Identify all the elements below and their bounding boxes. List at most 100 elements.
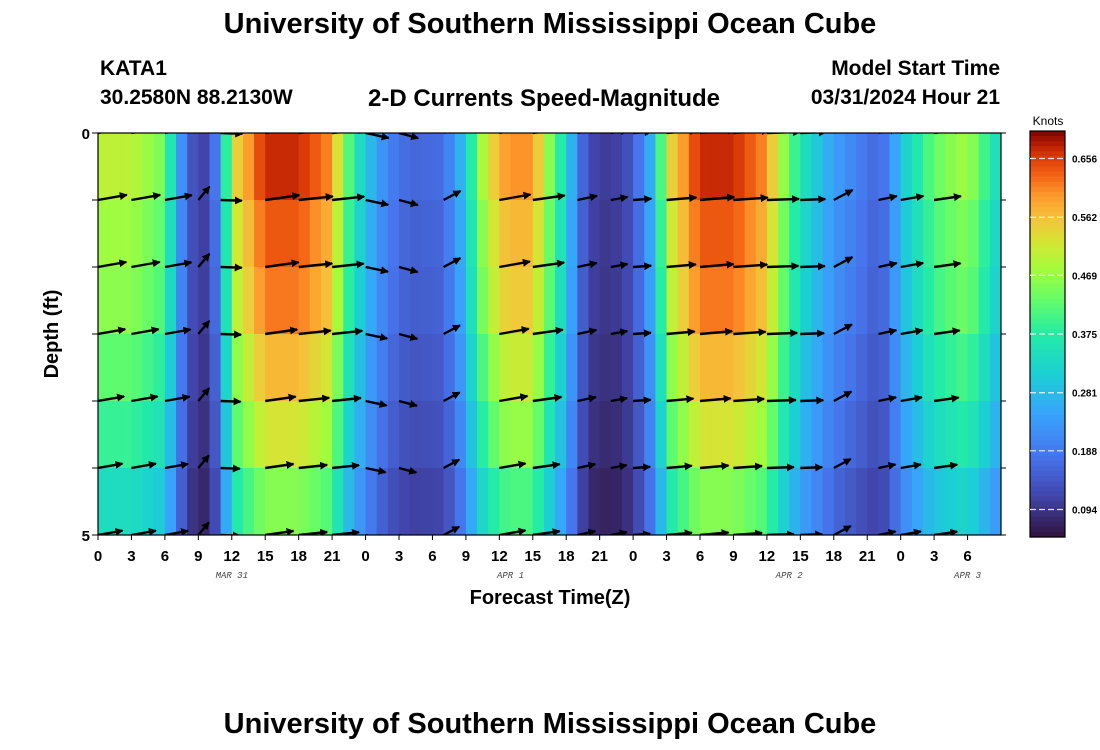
current-vector xyxy=(766,463,795,472)
heatmap-cell xyxy=(599,267,612,335)
heatmap-cell xyxy=(778,468,790,535)
colorbar-tick-label: 0.094 xyxy=(1072,506,1097,517)
current-vector xyxy=(164,461,190,470)
heatmap-cell xyxy=(789,401,801,469)
heatmap-cell xyxy=(488,267,500,335)
current-vector xyxy=(220,464,241,473)
heatmap-cell xyxy=(432,133,445,201)
heatmap-cell xyxy=(242,401,255,469)
heatmap-cell xyxy=(343,401,356,469)
heatmap-cell xyxy=(744,200,757,268)
heatmap-cell xyxy=(822,468,835,535)
colorbar-segment xyxy=(1030,273,1065,279)
heatmap-cell xyxy=(900,133,913,201)
heatmap-cell xyxy=(510,133,523,201)
current-vector xyxy=(398,332,419,341)
heatmap-cell xyxy=(120,401,133,469)
colorbar-segment xyxy=(1030,136,1065,142)
current-vector xyxy=(398,198,419,208)
colorbar-tick-label: 0.656 xyxy=(1072,154,1097,165)
heatmap-cell xyxy=(644,200,657,268)
current-vector xyxy=(164,133,194,135)
heatmap-cell xyxy=(98,133,110,201)
heatmap-cell xyxy=(153,401,166,469)
heatmap-cell xyxy=(265,200,277,268)
colorbar-segment xyxy=(1030,410,1065,416)
heatmap-cell xyxy=(844,267,857,335)
heatmap-cell xyxy=(822,401,835,469)
colorbar-segment xyxy=(1030,262,1065,269)
heatmap-cell xyxy=(164,200,177,268)
heatmap-cell xyxy=(688,334,701,402)
heatmap-cell xyxy=(399,401,411,469)
heatmap-cell xyxy=(900,401,913,469)
heatmap-cell xyxy=(298,200,311,268)
x-tick-label: 21 xyxy=(591,548,608,565)
heatmap-cell xyxy=(633,334,645,402)
heatmap-cell xyxy=(967,200,980,268)
heatmap-cell xyxy=(488,468,500,535)
x-tick-label: 9 xyxy=(729,548,737,565)
date-label: APR 1 xyxy=(496,571,524,581)
current-vector xyxy=(878,327,898,336)
heatmap-cell xyxy=(655,401,668,469)
current-vector xyxy=(197,454,210,469)
current-vector xyxy=(220,397,242,406)
heatmap-cell xyxy=(142,267,155,335)
current-vector xyxy=(499,191,532,202)
heatmap-cell xyxy=(655,267,668,335)
heatmap-cell xyxy=(164,133,177,201)
heatmap-cell xyxy=(421,267,434,335)
current-vector xyxy=(443,133,447,135)
heatmap-cell xyxy=(722,133,735,201)
x-tick-label: 18 xyxy=(558,548,575,565)
heatmap-cell xyxy=(499,468,512,535)
heatmap-cell xyxy=(343,133,356,201)
current-vector xyxy=(933,327,961,336)
heatmap-cell xyxy=(610,133,623,201)
current-vector xyxy=(499,393,529,403)
colorbar-segment xyxy=(1030,252,1065,259)
heatmap-cell xyxy=(744,401,757,469)
heatmap-cell xyxy=(633,468,645,535)
heatmap-cell xyxy=(164,468,177,535)
heatmap-cell xyxy=(532,200,545,268)
heatmap-cell xyxy=(499,267,512,335)
heatmap-cell xyxy=(164,401,177,469)
heatmap-cell xyxy=(844,468,857,535)
x-tick-label: 12 xyxy=(223,548,240,565)
heatmap-cell xyxy=(198,133,211,201)
heatmap-cell xyxy=(766,334,779,402)
heatmap-cell xyxy=(488,200,500,268)
heatmap-cell xyxy=(621,401,634,469)
x-tick-label: 21 xyxy=(859,548,876,565)
heatmap-cell xyxy=(387,334,400,402)
colorbar-segment xyxy=(1030,420,1065,426)
heatmap-cell xyxy=(98,468,110,535)
current-vector xyxy=(666,462,693,471)
heatmap-cell xyxy=(621,133,634,201)
current-vector xyxy=(610,261,629,270)
current-vector xyxy=(577,133,599,135)
current-vector xyxy=(398,399,418,408)
heatmap-cell xyxy=(766,401,779,469)
current-vector xyxy=(633,262,653,271)
current-vector xyxy=(577,260,598,269)
heatmap-cell xyxy=(900,468,913,535)
heatmap-cell xyxy=(320,133,333,201)
current-vector xyxy=(733,328,767,337)
heatmap-cell xyxy=(477,200,489,268)
colorbar-segment xyxy=(1030,405,1065,411)
colorbar-segment xyxy=(1030,181,1065,188)
heatmap-cell xyxy=(599,200,612,268)
heatmap-cell xyxy=(588,401,601,469)
current-vector xyxy=(766,262,800,271)
colorbar-segment xyxy=(1030,339,1065,345)
heatmap-cell xyxy=(945,267,958,335)
current-vector xyxy=(365,533,387,535)
heatmap-cell xyxy=(700,401,712,469)
current-vector xyxy=(900,394,923,403)
heatmap-cell xyxy=(588,200,601,268)
heatmap-cell xyxy=(978,401,991,469)
